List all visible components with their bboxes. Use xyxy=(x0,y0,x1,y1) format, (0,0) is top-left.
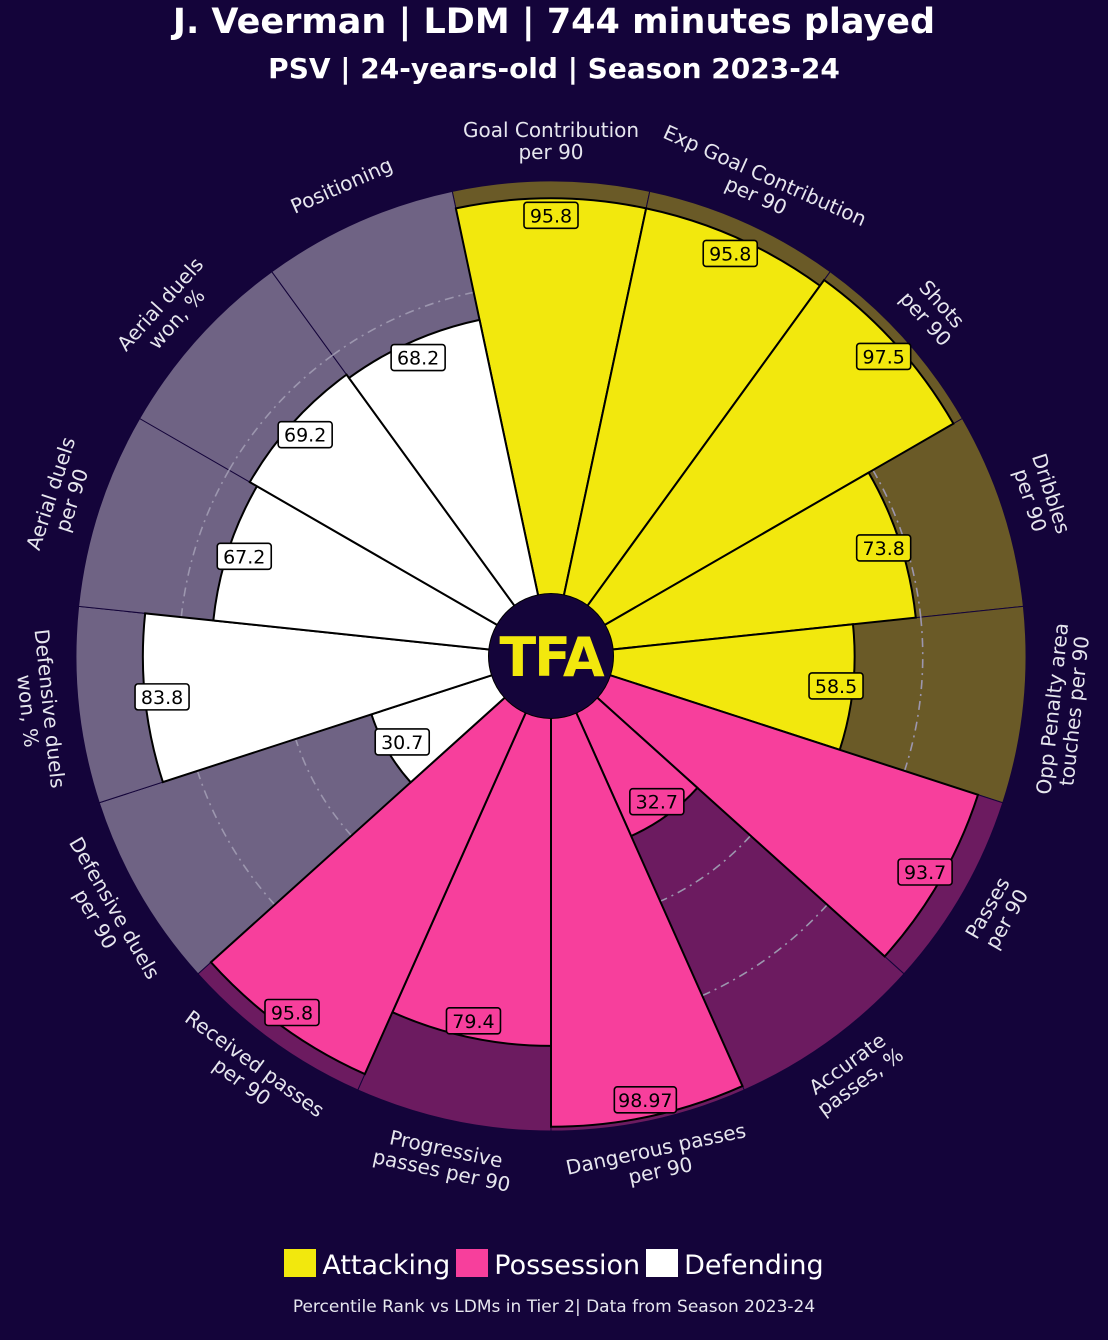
legend-item-defending: Defending xyxy=(646,1248,824,1281)
slice-label-aerial-duels: Aerial duelsper 90 xyxy=(21,434,101,560)
value-text-defensive-duels: 83.8 xyxy=(141,687,183,709)
value-box-dribbles xyxy=(855,534,912,562)
value-label-aerial-duels: 67.2 xyxy=(216,542,273,571)
slice-label-shots: Shotsper 90 xyxy=(895,272,973,351)
value-label-defensive-duels: 30.7 xyxy=(374,728,431,756)
grid-ring-opp-penalty-area-75 xyxy=(903,617,924,772)
value-text-exp-goal-contribution: 95.8 xyxy=(709,243,751,265)
value-text-aerial-duels: 69.2 xyxy=(284,425,326,447)
slice-label-goal-contribution: Goal Contribution per 90 xyxy=(463,118,639,164)
grid-ring-positioning-75 xyxy=(332,291,474,356)
value-box-progressive xyxy=(445,1006,502,1035)
legend-label-possession: Possession xyxy=(494,1250,641,1281)
footnote: Percentile Rank vs LDMs in Tier 2| Data … xyxy=(292,1297,816,1317)
legend: Attacking Possession Defending xyxy=(0,1248,1108,1281)
legend-item-attacking: Attacking xyxy=(284,1248,451,1281)
value-box-exp-goal-contribution xyxy=(702,239,759,268)
value-label-received-passes: 95.8 xyxy=(264,998,320,1027)
legend-item-possession: Possession xyxy=(456,1248,641,1281)
value-text-passes: 93.7 xyxy=(904,862,946,884)
value-label-shots: 97.5 xyxy=(855,342,912,371)
value-label-exp-goal-contribution: 95.8 xyxy=(702,239,759,268)
value-text-shots: 97.5 xyxy=(863,346,905,368)
slice-values xyxy=(141,197,980,1128)
value-box-defensive-duels xyxy=(374,728,431,756)
value-text-dribbles: 73.8 xyxy=(863,538,905,560)
value-box-aerial-duels xyxy=(277,420,333,449)
value-label-goal-contribution: 95.8 xyxy=(523,201,579,230)
grid-ring-aerial-duels-75 xyxy=(180,469,230,618)
slice-label-positioning: Positioning xyxy=(287,152,396,218)
value-box-goal-contribution xyxy=(523,201,579,230)
value-label-aerial-duels: 69.2 xyxy=(277,420,333,449)
value-text-positioning: 68.2 xyxy=(397,348,439,370)
value-label-progressive: 79.4 xyxy=(445,1006,502,1035)
slice-label-line: Positioning xyxy=(287,152,396,218)
legend-swatch-attacking xyxy=(284,1248,317,1277)
value-text-goal-contribution: 95.8 xyxy=(530,205,572,227)
value-label-opp-penalty-area: 58.5 xyxy=(808,672,864,700)
slice-label-line: Goal Contribution xyxy=(463,118,639,142)
value-box-aerial-duels xyxy=(216,542,273,571)
grid-ring-aerial-duels-75 xyxy=(228,354,333,471)
grid-ring-defensive-duels-50 xyxy=(294,738,353,837)
value-box-shots xyxy=(855,342,912,371)
legend-label-defending: Defending xyxy=(684,1250,824,1281)
value-box-received-passes xyxy=(264,998,320,1027)
value-label-positioning: 68.2 xyxy=(390,343,446,372)
value-box-positioning xyxy=(390,343,446,372)
value-labels: 95.8 95.8 97.5 73.8 58.5 93.7 32.7 98.97 79.4 95.… xyxy=(134,201,953,1114)
value-box-opp-penalty-area xyxy=(808,672,864,700)
value-label-dribbles: 73.8 xyxy=(855,534,912,562)
value-box-accurate xyxy=(629,787,685,816)
center-circle xyxy=(489,594,613,718)
chart-subtitle: PSV | 24-years-old | Season 2023-24 xyxy=(268,52,840,85)
grid-ring-defensive-duels-75 xyxy=(196,770,276,906)
grid-ring-accurate-75 xyxy=(701,904,828,997)
value-label-dangerous-passes: 98.97 xyxy=(613,1086,678,1114)
grid-ring-accurate-50 xyxy=(659,835,752,903)
slice-label-passes: Passesper 90 xyxy=(960,873,1033,954)
value-text-dangerous-passes: 98.97 xyxy=(618,1090,672,1112)
value-text-defensive-duels: 30.7 xyxy=(381,732,423,754)
legend-swatch-defending xyxy=(646,1248,679,1277)
slice-label-opp-penalty-area: Opp Penalty areatouches per 90 xyxy=(1031,622,1095,798)
legend-swatch-possession xyxy=(456,1248,489,1277)
slice-label-dangerous-passes: Dangerous passesper 90 xyxy=(564,1118,753,1201)
value-text-opp-penalty-area: 58.5 xyxy=(815,676,857,698)
chart-title: J. Veerman | LDM | 744 minutes played xyxy=(172,2,936,42)
value-text-aerial-duels: 67.2 xyxy=(223,546,265,568)
slice-label-defensive-duels: Defensive duelswon, % xyxy=(8,628,70,792)
tfa-logo: TFA xyxy=(499,626,605,689)
slice-label-progressive: Progressivepasses per 90 xyxy=(371,1123,517,1197)
value-text-accurate: 32.7 xyxy=(636,792,678,814)
value-label-accurate: 32.7 xyxy=(629,787,685,816)
value-label-passes: 93.7 xyxy=(897,858,953,886)
value-text-received-passes: 95.8 xyxy=(271,1002,313,1024)
value-box-dangerous-passes xyxy=(613,1086,678,1114)
pizza-chart: Goal Contribution per 90 Exp Goal Contribu… xyxy=(8,118,1095,1201)
value-label-defensive-duels: 83.8 xyxy=(134,683,190,711)
legend-label-attacking: Attacking xyxy=(322,1250,451,1281)
value-box-defensive-duels xyxy=(134,683,190,711)
slice-label-line: per 90 xyxy=(518,140,583,164)
value-text-progressive: 79.4 xyxy=(452,1011,494,1033)
slice-label-dribbles: Dribblesper 90 xyxy=(1006,450,1075,543)
value-box-passes xyxy=(897,858,953,886)
